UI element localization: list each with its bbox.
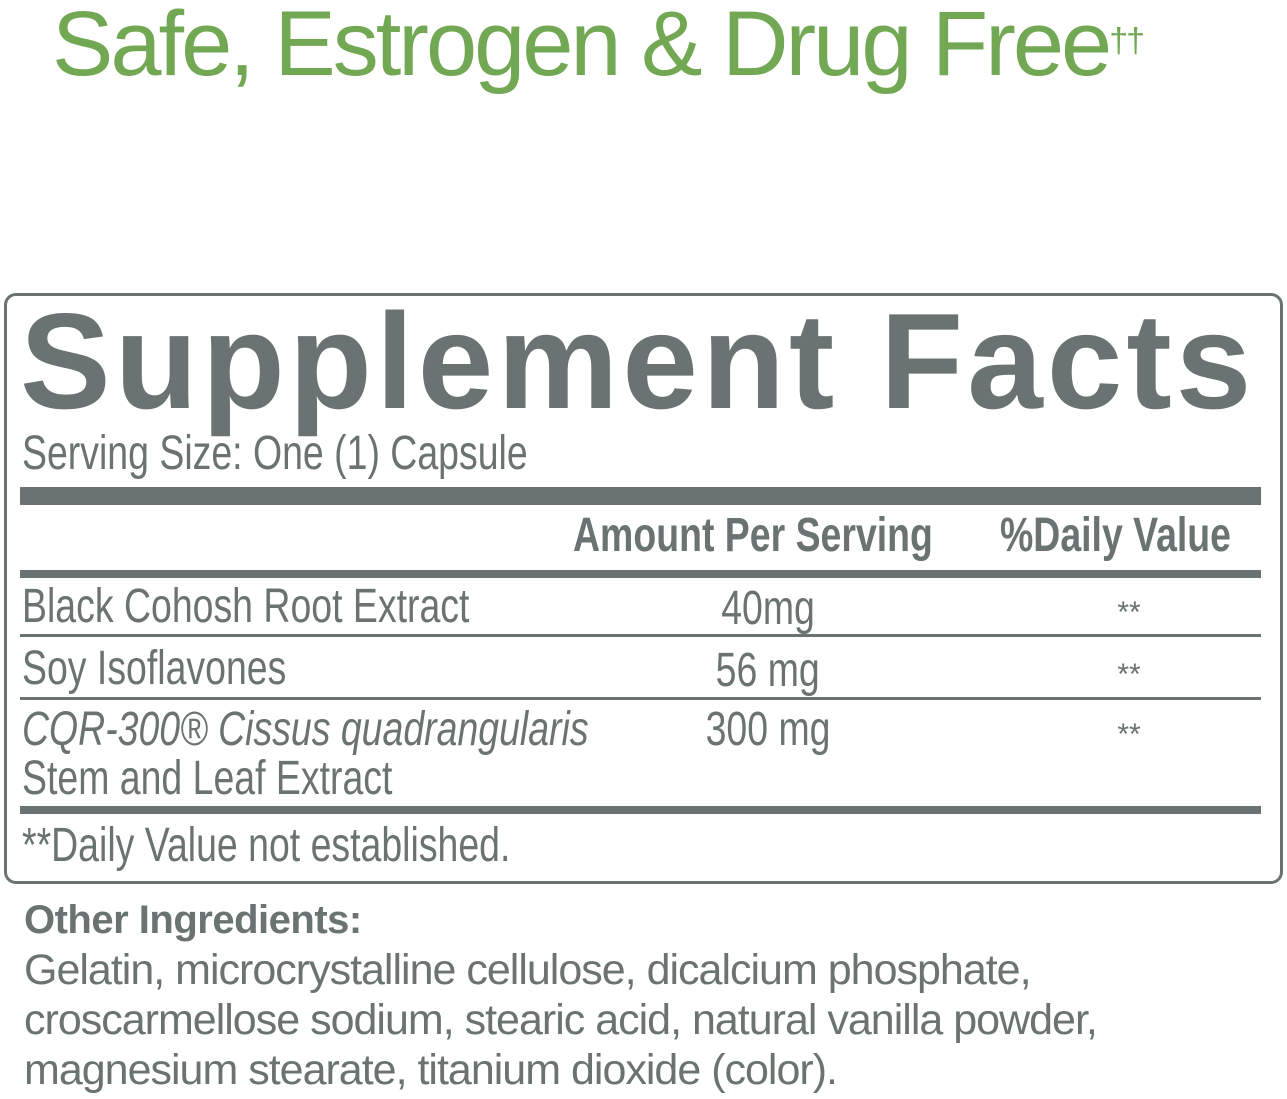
row-name-line2: Stem and Leaf Extract bbox=[22, 752, 393, 805]
header-daily-value: %Daily Value bbox=[1000, 509, 1232, 562]
row-name: Black Cohosh Root Extract bbox=[22, 580, 470, 633]
tagline-text: Safe, Estrogen & Drug Free bbox=[52, 0, 1112, 95]
tagline-footnote-mark: †† bbox=[1109, 22, 1145, 60]
divider-thick bbox=[20, 487, 1261, 505]
other-ingredients-text: Gelatin, microcrystalline cellulose, dic… bbox=[24, 946, 1098, 1094]
supplement-facts-title: Supplement Facts bbox=[20, 285, 1256, 437]
header-amount-per-serving: Amount Per Serving bbox=[573, 509, 933, 562]
row-name-italic: CQR-300® Cissus quadrangularis bbox=[22, 703, 589, 756]
row-amount: 56 mg bbox=[715, 644, 821, 697]
divider-medium bbox=[20, 570, 1261, 578]
row-daily-value: ** bbox=[1117, 596, 1141, 629]
row-amount: 300 mg bbox=[705, 703, 831, 756]
divider-medium bbox=[20, 806, 1261, 814]
other-ingredients-title: Other Ingredients: bbox=[24, 898, 362, 942]
row-daily-value: ** bbox=[1117, 718, 1141, 751]
supplement-facts-panel bbox=[4, 293, 1283, 884]
row-daily-value: ** bbox=[1117, 658, 1141, 691]
divider-thin bbox=[20, 634, 1261, 637]
divider-thin bbox=[20, 697, 1261, 700]
serving-size: Serving Size: One (1) Capsule bbox=[22, 427, 528, 480]
row-amount: 40mg bbox=[721, 582, 815, 635]
row-name: Soy Isoflavones bbox=[22, 642, 287, 695]
tagline-heading: Safe, Estrogen & Drug Free†† bbox=[52, 0, 1145, 97]
footnote: **Daily Value not established. bbox=[22, 819, 511, 872]
